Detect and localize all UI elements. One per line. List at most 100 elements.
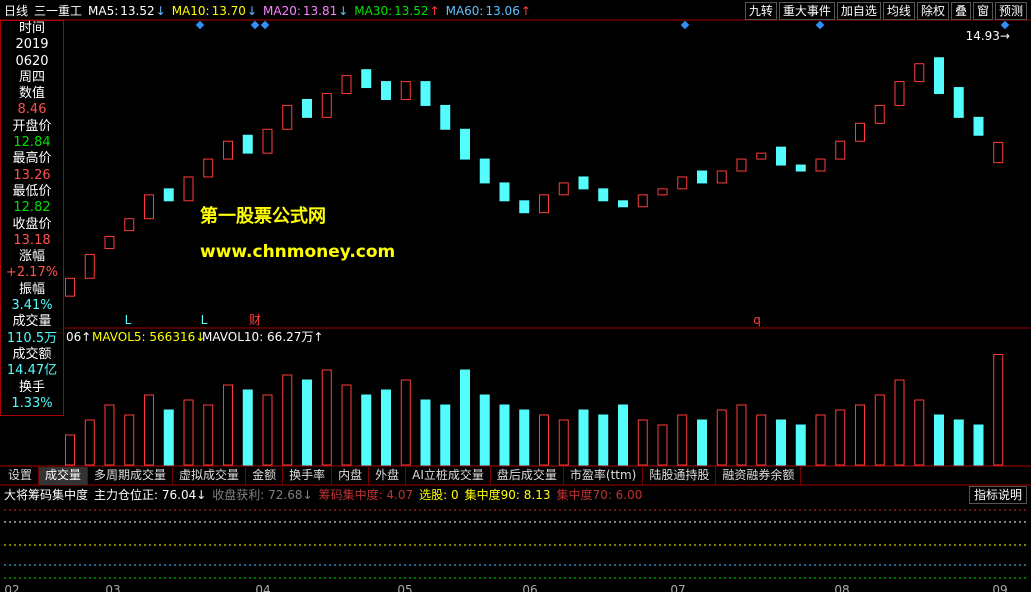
info-line: 0620 bbox=[15, 53, 49, 69]
volume-bar bbox=[558, 419, 569, 466]
volume-bar bbox=[815, 414, 826, 466]
tab[interactable]: 金额 bbox=[246, 467, 284, 485]
volume-bar bbox=[637, 419, 648, 466]
info-line: 涨幅 bbox=[18, 249, 45, 265]
toolbar-button[interactable]: 除权 bbox=[916, 2, 949, 20]
candle-body bbox=[499, 182, 510, 202]
tab[interactable]: 内盘 bbox=[332, 467, 370, 485]
info-line: 开盘价 bbox=[12, 118, 52, 134]
tab[interactable]: 陆股通持股 bbox=[643, 467, 717, 485]
candle-body bbox=[262, 128, 273, 154]
toolbar-button[interactable]: 均线 bbox=[882, 2, 915, 20]
candle-body bbox=[677, 176, 688, 190]
candle-body bbox=[104, 236, 115, 249]
toolbar-button[interactable]: 窗 bbox=[972, 2, 993, 20]
volume-legend: MAVOL5: 566316↓ bbox=[92, 330, 205, 344]
tab[interactable]: 外盘 bbox=[369, 467, 407, 485]
ma-arrow: ↑ bbox=[429, 4, 440, 18]
candle-body bbox=[341, 75, 352, 95]
volume-bar bbox=[163, 409, 174, 466]
volume-bar bbox=[598, 414, 609, 466]
candle-body bbox=[302, 98, 312, 118]
ma-value: 13.06 bbox=[485, 4, 520, 18]
info-line: 110.5万 bbox=[6, 330, 58, 346]
toolbar-button[interactable]: 九转 bbox=[744, 2, 777, 20]
period[interactable]: 日线 bbox=[4, 4, 29, 18]
date-label: 05 bbox=[397, 583, 412, 592]
tab[interactable]: 多周期成交量 bbox=[88, 467, 174, 485]
volume-bar bbox=[65, 434, 75, 466]
volume-bar bbox=[361, 394, 372, 466]
candle-body bbox=[874, 104, 885, 124]
volume-bar bbox=[302, 379, 312, 466]
volume-bar bbox=[341, 384, 352, 466]
signal-diamond bbox=[815, 20, 825, 30]
tab[interactable]: 融资融券余额 bbox=[716, 467, 802, 485]
toolbar-button[interactable]: 重大事件 bbox=[778, 2, 835, 20]
volume-bar bbox=[973, 424, 984, 466]
watermark: 第一股票公式网 bbox=[200, 205, 326, 227]
volume-bar bbox=[894, 379, 905, 466]
tab[interactable]: 盘后成交量 bbox=[491, 467, 564, 485]
date-label: 08 bbox=[834, 583, 849, 592]
candle-body bbox=[420, 81, 431, 106]
info-line: 13.18 bbox=[13, 232, 51, 248]
candle-body bbox=[973, 116, 984, 136]
volume-bar bbox=[618, 404, 628, 466]
candle-body bbox=[84, 253, 95, 279]
candle-body bbox=[558, 182, 569, 196]
tab[interactable]: 换手率 bbox=[283, 467, 333, 485]
info-line: 13.26 bbox=[13, 167, 51, 183]
ma-label: MA20: bbox=[263, 4, 301, 18]
tab[interactable]: 成交量 bbox=[39, 467, 89, 485]
candle-body bbox=[736, 158, 747, 172]
signal-diamond bbox=[1000, 20, 1010, 30]
candle-body bbox=[598, 188, 609, 202]
candle-body bbox=[855, 122, 865, 142]
candle-body bbox=[539, 194, 549, 214]
candle-body bbox=[815, 158, 826, 172]
toolbar: 九转 重大事件 加自选 均线 除权叠窗预测 bbox=[744, 2, 1027, 20]
info-line: 成交额 bbox=[12, 346, 52, 362]
tab[interactable]: AI立桩成交量 bbox=[406, 467, 491, 485]
help-button[interactable]: 指标说明 bbox=[968, 486, 1027, 504]
info-line: 8.46 bbox=[17, 102, 47, 118]
toolbar-button[interactable]: 叠 bbox=[950, 2, 971, 20]
volume-bar bbox=[677, 414, 688, 466]
candle-body bbox=[183, 176, 194, 202]
candle-body bbox=[400, 81, 411, 100]
date-label: 09 bbox=[992, 583, 1007, 592]
info-line: 周四 bbox=[18, 69, 45, 85]
ma-value: 13.70 bbox=[211, 4, 246, 18]
date-label: 03 bbox=[105, 583, 120, 592]
volume-legend: 06↑ bbox=[66, 330, 91, 344]
high-label: 14.93→ bbox=[966, 29, 1010, 43]
ma-label: MA30: bbox=[354, 4, 393, 18]
tab[interactable]: 市盈率(ttm) bbox=[564, 467, 644, 485]
date-label: 07 bbox=[670, 583, 685, 592]
info-line: +2.17% bbox=[5, 265, 59, 281]
volume-bar bbox=[914, 399, 925, 466]
candle-body bbox=[65, 277, 75, 297]
tab-bar: 设置 成交量 多周期成交量 虚拟成交量 金额 换手率 内盘 外盘 AI立桩成交量 盘后成交量 市盈率… bbox=[2, 467, 802, 485]
volume-bar bbox=[795, 424, 806, 466]
volume-bar bbox=[460, 369, 470, 466]
tab[interactable]: 虚拟成交量 bbox=[173, 467, 247, 485]
candle-body bbox=[479, 158, 490, 184]
toolbar-button[interactable]: 预测 bbox=[994, 2, 1027, 20]
toolbar-button[interactable]: 加自选 bbox=[836, 2, 881, 20]
tab[interactable]: 设置 bbox=[2, 467, 40, 485]
volume-bar bbox=[400, 379, 411, 466]
volume-bar bbox=[499, 404, 510, 466]
info-panel: 时间 2019 0620 周四 数值 8.46 开盘价 12.84 最高价 13.26 最低价 12.… bbox=[0, 20, 64, 416]
candle-body bbox=[795, 164, 806, 172]
indicator-item: 收盘获利: 72.68↓ bbox=[212, 488, 313, 502]
candle-body bbox=[282, 104, 293, 130]
volume-bar bbox=[479, 394, 490, 466]
ma-arrow: ↓ bbox=[155, 4, 166, 18]
info-line: 最高价 bbox=[12, 151, 52, 167]
volume-bar bbox=[104, 404, 115, 466]
volume-bar bbox=[835, 409, 846, 466]
